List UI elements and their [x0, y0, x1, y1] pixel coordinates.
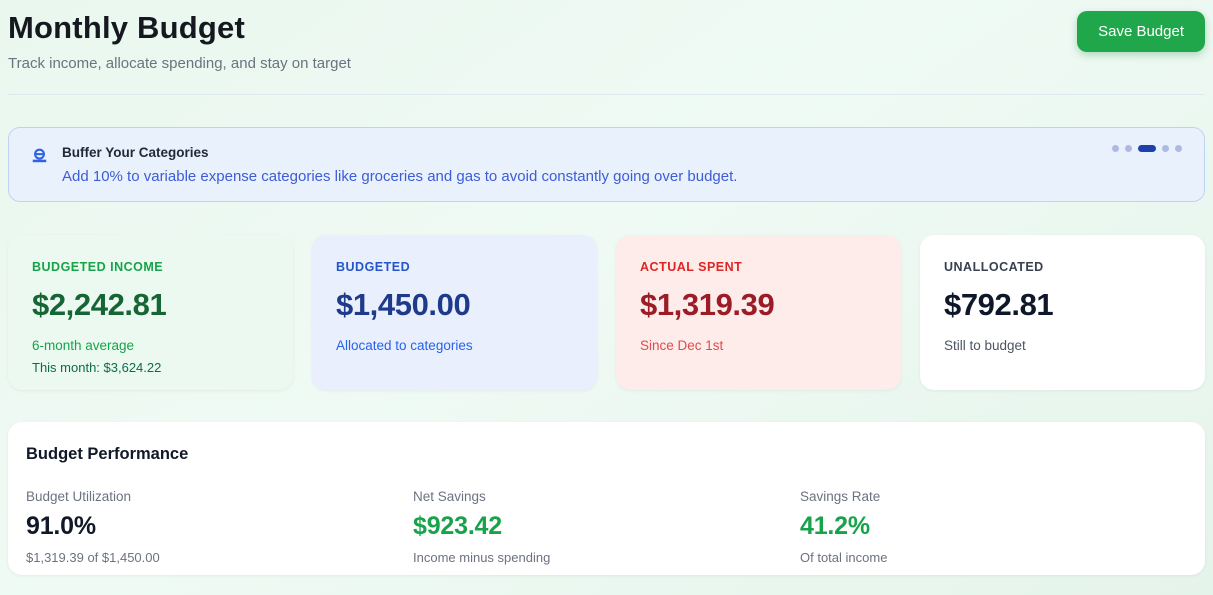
carousel-dot[interactable] — [1125, 145, 1132, 152]
metric-subtext: $1,319.39 of $1,450.00 — [26, 550, 160, 565]
tip-banner: Buffer Your Categories Add 10% to variab… — [8, 127, 1205, 202]
carousel-dot-active[interactable] — [1138, 145, 1156, 152]
budget-utilization-metric: Budget Utilization 91.0% $1,319.39 of $1… — [26, 489, 413, 565]
budget-page: Monthly Budget Track income, allocate sp… — [8, 0, 1205, 575]
metric-label: Net Savings — [413, 489, 486, 504]
budgeted-income-card: BUDGETED INCOME $2,242.81 6-month averag… — [8, 235, 293, 390]
metric-label: Budget Utilization — [26, 489, 132, 504]
card-label: UNALLOCATED — [944, 260, 1044, 274]
header-text: Monthly Budget Track income, allocate sp… — [8, 10, 351, 72]
tip-banner-description: Add 10% to variable expense categories l… — [62, 168, 738, 185]
budget-performance-panel: Budget Performance Budget Utilization 91… — [8, 422, 1205, 575]
card-subtext: 6-month average — [32, 338, 135, 353]
page-subtitle: Track income, allocate spending, and sta… — [8, 55, 351, 72]
card-value: $2,242.81 — [32, 287, 167, 322]
header-divider — [8, 94, 1205, 95]
card-value: $1,450.00 — [336, 287, 471, 322]
card-label: BUDGETED INCOME — [32, 260, 164, 274]
carousel-dot[interactable] — [1175, 145, 1182, 152]
unallocated-card: UNALLOCATED $792.81 Still to budget — [920, 235, 1205, 390]
tip-banner-title: Buffer Your Categories — [62, 145, 209, 160]
card-subtext: Since Dec 1st — [640, 338, 724, 353]
card-subtext: Allocated to categories — [336, 338, 473, 353]
metric-label: Savings Rate — [800, 489, 881, 504]
card-label: BUDGETED — [336, 260, 411, 274]
metric-subtext: Of total income — [800, 550, 888, 565]
card-label: ACTUAL SPENT — [640, 260, 743, 274]
page-header: Monthly Budget Track income, allocate sp… — [8, 0, 1205, 72]
metric-value: 41.2% — [800, 512, 870, 540]
savings-rate-metric: Savings Rate 41.2% Of total income — [800, 489, 1187, 565]
carousel-dot[interactable] — [1112, 145, 1119, 152]
carousel-dots — [1112, 145, 1182, 152]
metric-subtext: Income minus spending — [413, 550, 551, 565]
coin-savings-icon — [30, 147, 49, 171]
save-budget-button[interactable]: Save Budget — [1077, 11, 1205, 52]
performance-title: Budget Performance — [26, 445, 189, 463]
performance-metrics: Budget Utilization 91.0% $1,319.39 of $1… — [26, 489, 1187, 565]
page-title: Monthly Budget — [8, 10, 245, 45]
card-subtext: Still to budget — [944, 338, 1026, 353]
card-value: $1,319.39 — [640, 287, 775, 322]
card-value: $792.81 — [944, 287, 1054, 322]
budgeted-card: BUDGETED $1,450.00 Allocated to categori… — [312, 235, 597, 390]
net-savings-metric: Net Savings $923.42 Income minus spendin… — [413, 489, 800, 565]
stat-cards-row: BUDGETED INCOME $2,242.81 6-month averag… — [8, 235, 1205, 390]
tip-banner-text: Buffer Your Categories Add 10% to variab… — [62, 143, 737, 185]
metric-value: 91.0% — [26, 512, 96, 540]
carousel-dot[interactable] — [1162, 145, 1169, 152]
metric-value: $923.42 — [413, 512, 502, 540]
actual-spent-card: ACTUAL SPENT $1,319.39 Since Dec 1st — [616, 235, 901, 390]
card-subtext-secondary: This month: $3,624.22 — [32, 360, 162, 375]
